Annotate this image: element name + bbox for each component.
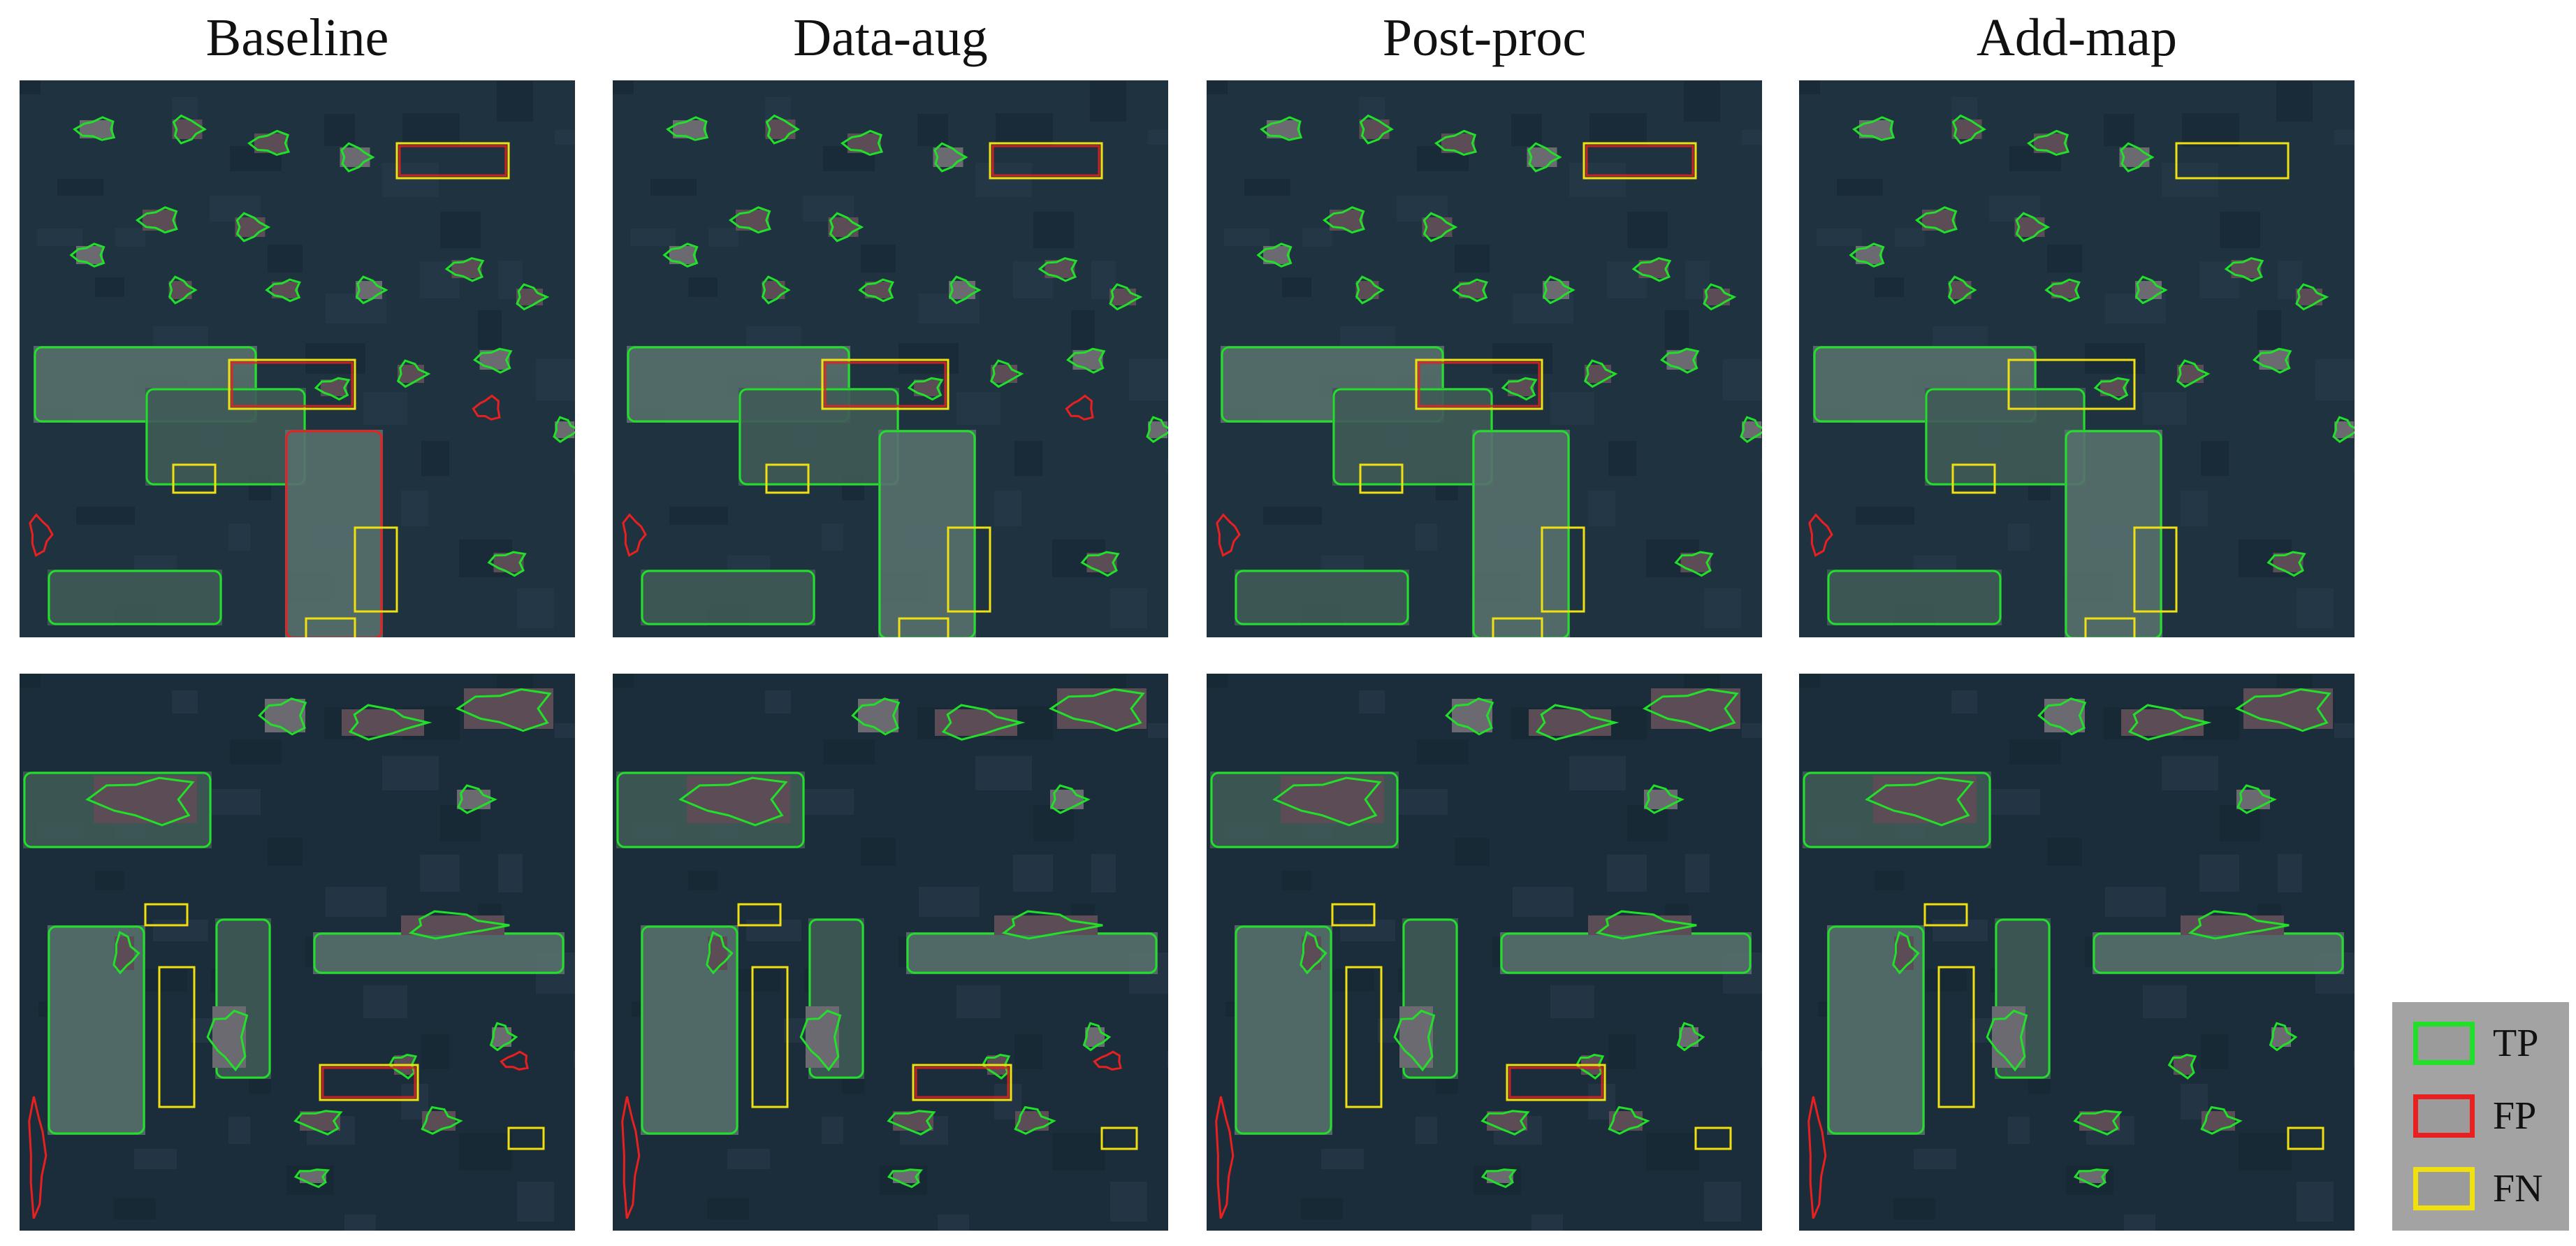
legend-swatch-fp	[2413, 1094, 2475, 1138]
aerial-image-row2-baseline	[20, 674, 575, 1231]
legend-swatch-tp	[2413, 1022, 2475, 1065]
column-title-data-aug: Data-aug	[793, 8, 988, 67]
aerial-image-row1-baseline	[20, 80, 575, 637]
aerial-image-row2-data-aug	[613, 674, 1168, 1231]
legend-label-tp: TP	[2493, 1022, 2539, 1065]
aerial-image-row1-data-aug	[613, 80, 1168, 637]
legend-label-fn: FN	[2493, 1167, 2543, 1210]
column-title-add-map: Add-map	[1976, 8, 2178, 67]
aerial-image-row1-add-map	[1799, 80, 2355, 637]
column-title-post-proc: Post-proc	[1382, 8, 1587, 67]
column-title-baseline: Baseline	[205, 8, 389, 67]
legend-item-tp: TP	[2413, 1017, 2538, 1069]
aerial-image-row1-post-proc	[1207, 80, 1762, 637]
legend-swatch-fn	[2413, 1167, 2475, 1210]
aerial-image-row2-post-proc	[1207, 674, 1762, 1231]
legend-item-fn: FN	[2413, 1163, 2543, 1215]
legend: TP FP FN	[2392, 1002, 2569, 1231]
aerial-image-row2-add-map	[1799, 674, 2355, 1231]
legend-item-fp: FP	[2413, 1090, 2536, 1142]
legend-label-fp: FP	[2493, 1094, 2537, 1138]
